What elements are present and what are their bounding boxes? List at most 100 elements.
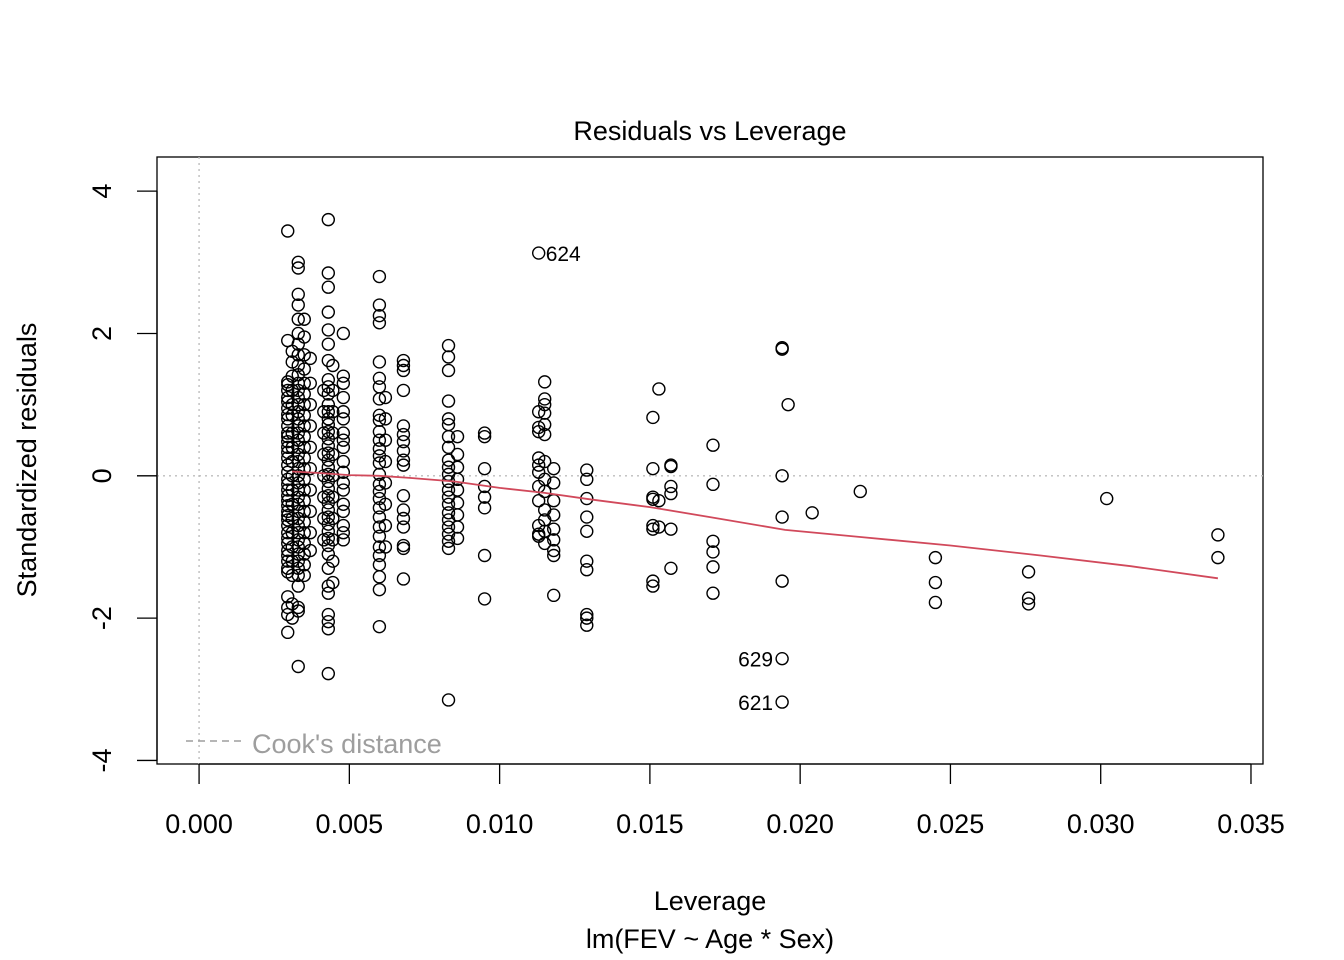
data-point	[477, 490, 492, 504]
data-point	[336, 504, 351, 519]
data-point	[281, 412, 295, 426]
data-point	[321, 417, 336, 432]
data-point	[396, 458, 411, 472]
data-point	[372, 316, 387, 330]
data-point	[303, 351, 317, 366]
data-point	[326, 447, 340, 462]
data-point	[326, 575, 340, 590]
data-point	[652, 382, 666, 396]
data-point	[547, 461, 561, 476]
data-point	[326, 533, 340, 547]
data-point	[646, 492, 660, 506]
data-point	[477, 461, 492, 476]
data-point	[646, 574, 660, 588]
data-point	[706, 586, 720, 600]
data-point	[321, 607, 336, 622]
data-point	[441, 440, 456, 455]
data-point	[303, 419, 317, 433]
data-point	[372, 540, 387, 554]
data-point	[336, 454, 351, 469]
data-point	[1211, 528, 1225, 542]
data-point	[321, 579, 336, 593]
data-point	[372, 529, 387, 543]
data-point	[441, 520, 456, 534]
data-point	[450, 483, 465, 497]
data-point	[303, 440, 317, 455]
data-point	[321, 547, 336, 561]
point-label-621: 621	[738, 692, 773, 715]
data-point	[317, 405, 331, 419]
data-points	[281, 212, 1225, 709]
data-point	[1211, 550, 1225, 565]
y-tick-label: 2	[87, 326, 117, 341]
y-tick-label: 0	[87, 468, 117, 483]
data-point	[775, 342, 789, 356]
data-point	[297, 429, 311, 444]
data-point	[297, 483, 311, 497]
data-point	[853, 484, 867, 499]
data-point	[297, 419, 311, 433]
data-point	[372, 570, 387, 584]
data-point	[291, 659, 305, 674]
data-point	[326, 358, 340, 373]
x-tick-label: 0.025	[917, 809, 985, 839]
data-point	[928, 550, 943, 565]
x-tick-label: 0.030	[1067, 809, 1135, 839]
data-point	[297, 362, 311, 376]
data-point	[321, 305, 336, 319]
data-point	[477, 429, 492, 444]
data-point	[281, 518, 295, 533]
data-point	[396, 520, 411, 534]
data-point	[450, 447, 465, 462]
data-point	[297, 515, 311, 529]
data-point	[281, 224, 295, 238]
data-point	[281, 526, 295, 540]
data-point	[652, 494, 666, 508]
data-point	[297, 376, 311, 390]
data-point	[297, 526, 311, 540]
data-point	[303, 461, 317, 476]
x-tick-label: 0.015	[616, 809, 684, 839]
data-point	[441, 693, 456, 707]
data-point	[297, 504, 311, 519]
data-point	[580, 472, 594, 487]
data-point	[781, 397, 795, 412]
data-point	[326, 426, 340, 440]
x-tick-label: 0.035	[1217, 809, 1285, 839]
data-point	[1100, 491, 1114, 506]
data-point	[281, 561, 295, 576]
data-point	[706, 560, 720, 574]
data-point	[531, 494, 546, 508]
data-point	[326, 405, 340, 419]
data-point	[297, 387, 311, 401]
data-point	[477, 592, 492, 606]
data-point	[336, 412, 351, 426]
data-point	[664, 486, 678, 501]
data-point	[321, 412, 336, 426]
data-point	[396, 572, 411, 586]
data-point	[372, 433, 387, 447]
data-point	[580, 611, 594, 625]
data-point	[321, 439, 336, 453]
point-labels: 624 629 621	[546, 243, 773, 715]
data-point	[281, 625, 295, 640]
legend-label: Cook's distance	[252, 729, 442, 759]
data-point	[805, 506, 819, 520]
data-point	[477, 426, 492, 440]
data-point	[396, 353, 411, 368]
data-point	[291, 568, 305, 583]
data-point	[291, 298, 305, 312]
data-point	[706, 545, 720, 559]
data-point	[372, 269, 387, 284]
model-formula-label: lm(FEV ~ Age * Sex)	[586, 924, 834, 954]
x-axis: 0.000 0.005 0.010 0.015 0.020 0.025 0.030 0.035	[165, 763, 1285, 839]
data-point	[291, 287, 305, 302]
data-point	[547, 533, 561, 547]
data-point	[291, 312, 305, 326]
data-point	[372, 308, 387, 323]
data-point	[580, 618, 594, 632]
data-point	[297, 494, 311, 508]
data-point	[538, 454, 552, 469]
data-point	[321, 212, 336, 227]
